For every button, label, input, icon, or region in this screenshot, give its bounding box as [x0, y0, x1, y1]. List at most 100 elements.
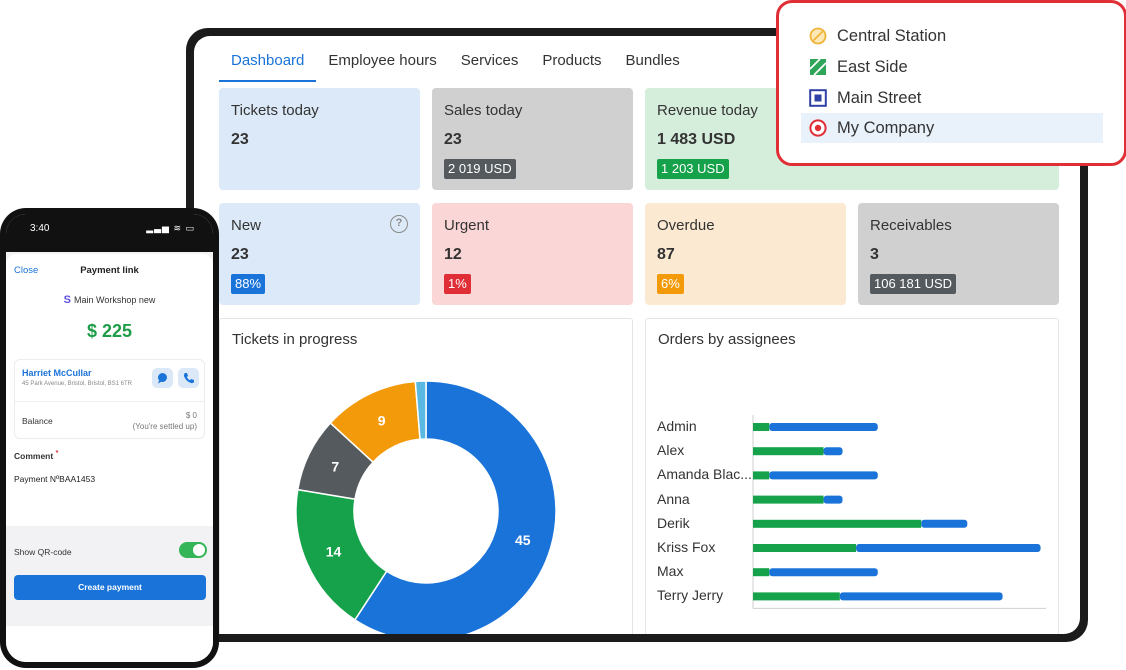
card-label: Revenue today: [657, 102, 758, 119]
card-label: Tickets today: [231, 102, 319, 119]
bar-category-label: Derik: [657, 514, 690, 531]
phone-frame: 3:40 ▂▃▅ ≋ ▭ Payment link Close S Main Wo…: [0, 208, 219, 668]
payment-amount: $ 225: [86, 321, 133, 341]
bar-category-label: Amanda Blac...: [657, 466, 752, 483]
bar-category-label: Anna: [657, 490, 690, 507]
toggle-knob: [193, 544, 205, 556]
tickets-in-progress-panel: Tickets in progress 45 14 7 9: [219, 318, 633, 634]
location-item-central-station[interactable]: Central Station: [801, 21, 1103, 51]
location-item-east-side[interactable]: East Side: [801, 52, 1103, 82]
help-icon[interactable]: ?: [390, 215, 408, 233]
message-button[interactable]: [152, 368, 173, 388]
signal-wifi-battery-icon: ▂▃▅ ≋ ▭: [146, 223, 195, 233]
bar-segment[interactable]: [753, 568, 770, 577]
card-badge: 1%: [444, 274, 471, 294]
bar-segment[interactable]: [823, 495, 843, 504]
bar-segment[interactable]: [856, 544, 1041, 552]
bar-segment[interactable]: [769, 423, 878, 431]
bar-category-label: Terry Jerry: [657, 587, 724, 604]
card-label: Receivables: [870, 217, 952, 234]
card-value: 1 483 USD: [657, 131, 736, 148]
bar-segment[interactable]: [753, 471, 770, 480]
striped-circle-icon: [809, 27, 827, 45]
bar-segment[interactable]: [769, 568, 878, 577]
bar-segment[interactable]: [823, 447, 843, 456]
card-urgent[interactable]: Urgent 12 1%: [432, 203, 633, 305]
card-value: 12: [444, 246, 462, 263]
chat-icon: [158, 373, 167, 384]
bar-category-label: Alex: [657, 442, 685, 459]
card-overdue[interactable]: Overdue 87 6%: [645, 203, 846, 305]
tab-services[interactable]: Services: [460, 52, 519, 69]
card-label: Overdue: [657, 217, 715, 234]
location-item-main-street[interactable]: Main Street: [801, 83, 1103, 113]
bar-segment[interactable]: [753, 519, 922, 528]
bar-segment[interactable]: [753, 423, 770, 431]
card-badge: 2 019 USD: [444, 159, 516, 179]
donut-slice-label: 9: [378, 412, 386, 428]
tab-dashboard[interactable]: Dashboard: [219, 44, 317, 82]
bar-category-label: Admin: [657, 418, 697, 434]
phone-screen: 3:40 ▂▃▅ ≋ ▭ Payment link Close S Main Wo…: [6, 214, 213, 662]
bar-segment[interactable]: [753, 544, 857, 552]
card-badge: 88%: [231, 274, 266, 294]
donut-slice-label: 14: [326, 544, 342, 560]
required-marker: *: [55, 449, 59, 457]
location-dropdown: Central Station East Side Main Street My…: [776, 0, 1126, 166]
workshop-name: S Main Workshop new: [6, 294, 213, 306]
bar-segment[interactable]: [753, 447, 824, 456]
balance-note: (You're settled up): [132, 422, 197, 431]
tab-employee-hours[interactable]: Employee hours: [328, 52, 437, 69]
sheet-title: Payment link: [80, 265, 139, 276]
bar-segment[interactable]: [839, 592, 1003, 601]
bar-segment[interactable]: [769, 471, 878, 480]
bar-segment[interactable]: [753, 495, 824, 504]
create-payment-button[interactable]: Create payment: [14, 575, 206, 600]
tab-bar: Dashboard Employee hours Services Produc…: [219, 44, 692, 82]
qr-label: Show QR-code: [14, 547, 72, 557]
striped-square-icon: [809, 58, 827, 76]
card-new[interactable]: New ? 23 88%: [219, 203, 420, 305]
card-label: Sales today: [444, 102, 523, 119]
balance-label: Balance: [22, 416, 53, 426]
phone-icon: [183, 373, 194, 384]
tab-products[interactable]: Products: [542, 52, 602, 69]
card-value: 3: [870, 246, 879, 263]
close-button[interactable]: Close: [14, 265, 39, 276]
card-badge: 1 203 USD: [657, 159, 729, 179]
customer-name[interactable]: Harriet McCullar: [22, 368, 92, 378]
card-tickets-today[interactable]: Tickets today 23: [219, 88, 420, 190]
donut-slice-4[interactable]: [414, 380, 427, 441]
donut-slice-0[interactable]: [353, 380, 557, 634]
balance-amount: $ 0: [185, 411, 197, 420]
bar-segment[interactable]: [753, 592, 840, 601]
card-value: 87: [657, 246, 675, 263]
tab-bundles[interactable]: Bundles: [625, 52, 680, 69]
qr-toggle[interactable]: [179, 542, 207, 558]
comment-field[interactable]: [6, 464, 213, 526]
payment-link-sheet: Payment link Close S Main Workshop new $ …: [6, 254, 213, 662]
location-label: East Side: [837, 57, 908, 76]
donut-slice-label: 45: [515, 532, 531, 548]
square-target-icon: [809, 89, 827, 107]
card-receivables[interactable]: Receivables 3 106 181 USD: [858, 203, 1059, 305]
customer-card: Harriet McCullar 45 Park Avenue, Bristol…: [14, 359, 205, 439]
divider: [15, 401, 204, 402]
card-badge: 6%: [657, 274, 684, 294]
card-value: 23: [444, 131, 462, 148]
card-label: Urgent: [444, 217, 490, 234]
status-time: 3:40: [30, 223, 50, 234]
card-sales-today[interactable]: Sales today 23 2 019 USD: [432, 88, 633, 190]
balance-value: $ 0 (You're settled up): [133, 410, 197, 432]
orders-by-assignees-panel: Orders by assignees Admin Alex Amanda Blac…: [645, 318, 1059, 634]
call-button[interactable]: [178, 368, 199, 388]
bar-category-label: Max: [657, 563, 684, 580]
comment-text[interactable]: Payment NºBAA1453: [14, 474, 96, 484]
card-badge: 106 181 USD: [870, 274, 957, 294]
bar-segment[interactable]: [921, 519, 968, 528]
panel-title: Tickets in progress: [232, 331, 358, 348]
card-value: 23: [231, 131, 249, 148]
status-bar: 3:40 ▂▃▅ ≋ ▭: [6, 214, 213, 252]
location-label: My Company: [837, 118, 935, 137]
location-item-my-company[interactable]: My Company: [801, 113, 1103, 143]
